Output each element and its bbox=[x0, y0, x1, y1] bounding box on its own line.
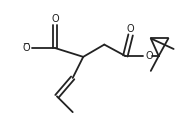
Text: O: O bbox=[23, 43, 30, 53]
Text: −: − bbox=[22, 39, 29, 48]
Text: O: O bbox=[145, 51, 153, 61]
Text: O: O bbox=[127, 24, 134, 34]
Text: O: O bbox=[51, 14, 59, 24]
